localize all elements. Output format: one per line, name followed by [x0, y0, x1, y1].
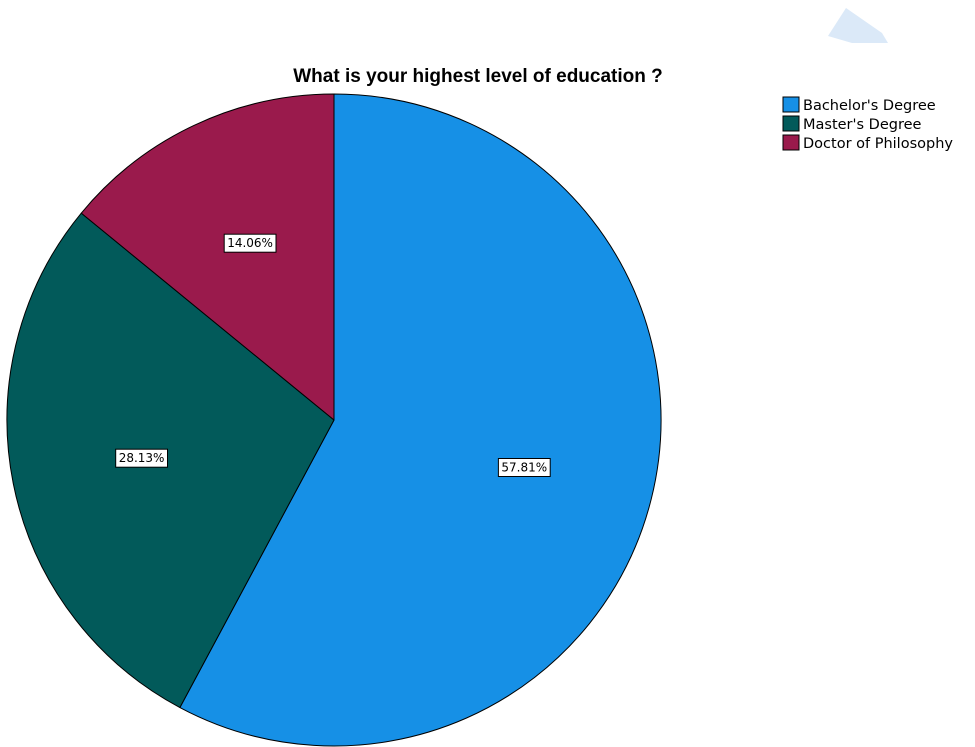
pie-slice-master-s-degree	[6, 212, 335, 709]
data-label-master-s-degree: 28.13%	[115, 448, 168, 468]
legend-item-bachelor-s-degree: Bachelor's Degree	[782, 96, 936, 114]
data-label-text: 14.06%	[227, 236, 273, 250]
legend-swatch	[782, 115, 800, 132]
legend-label: Doctor of Philosophy	[803, 136, 953, 152]
pie-slice-bachelor-s-degree	[179, 93, 662, 747]
data-label-doctor-of-philosophy: 14.06%	[223, 233, 277, 253]
data-label-box	[497, 458, 551, 477]
legend-label: Bachelor's Degree	[803, 98, 936, 114]
data-label-box	[223, 233, 277, 253]
legend-swatch	[782, 96, 800, 113]
legend-swatch	[782, 134, 800, 151]
pie-slice-doctor-of-philosophy	[80, 93, 335, 421]
legend: Bachelor's Degree Master's Degree Doctor o…	[782, 96, 953, 152]
pie-slices	[6, 93, 662, 747]
corner-watermark	[828, 8, 888, 43]
data-label-bachelor-s-degree: 57.81%	[497, 458, 551, 477]
pie-data-labels: 57.81% 28.13% 14.06%	[115, 233, 551, 477]
data-label-text: 57.81%	[501, 461, 547, 475]
chart-title: What is your highest level of education …	[293, 66, 663, 87]
legend-label: Master's Degree	[803, 117, 922, 133]
legend-item-doctor-of-philosophy: Doctor of Philosophy	[782, 134, 953, 152]
data-label-box	[115, 448, 168, 468]
legend-item-master-s-degree: Master's Degree	[782, 115, 922, 133]
data-label-text: 28.13%	[119, 451, 165, 465]
